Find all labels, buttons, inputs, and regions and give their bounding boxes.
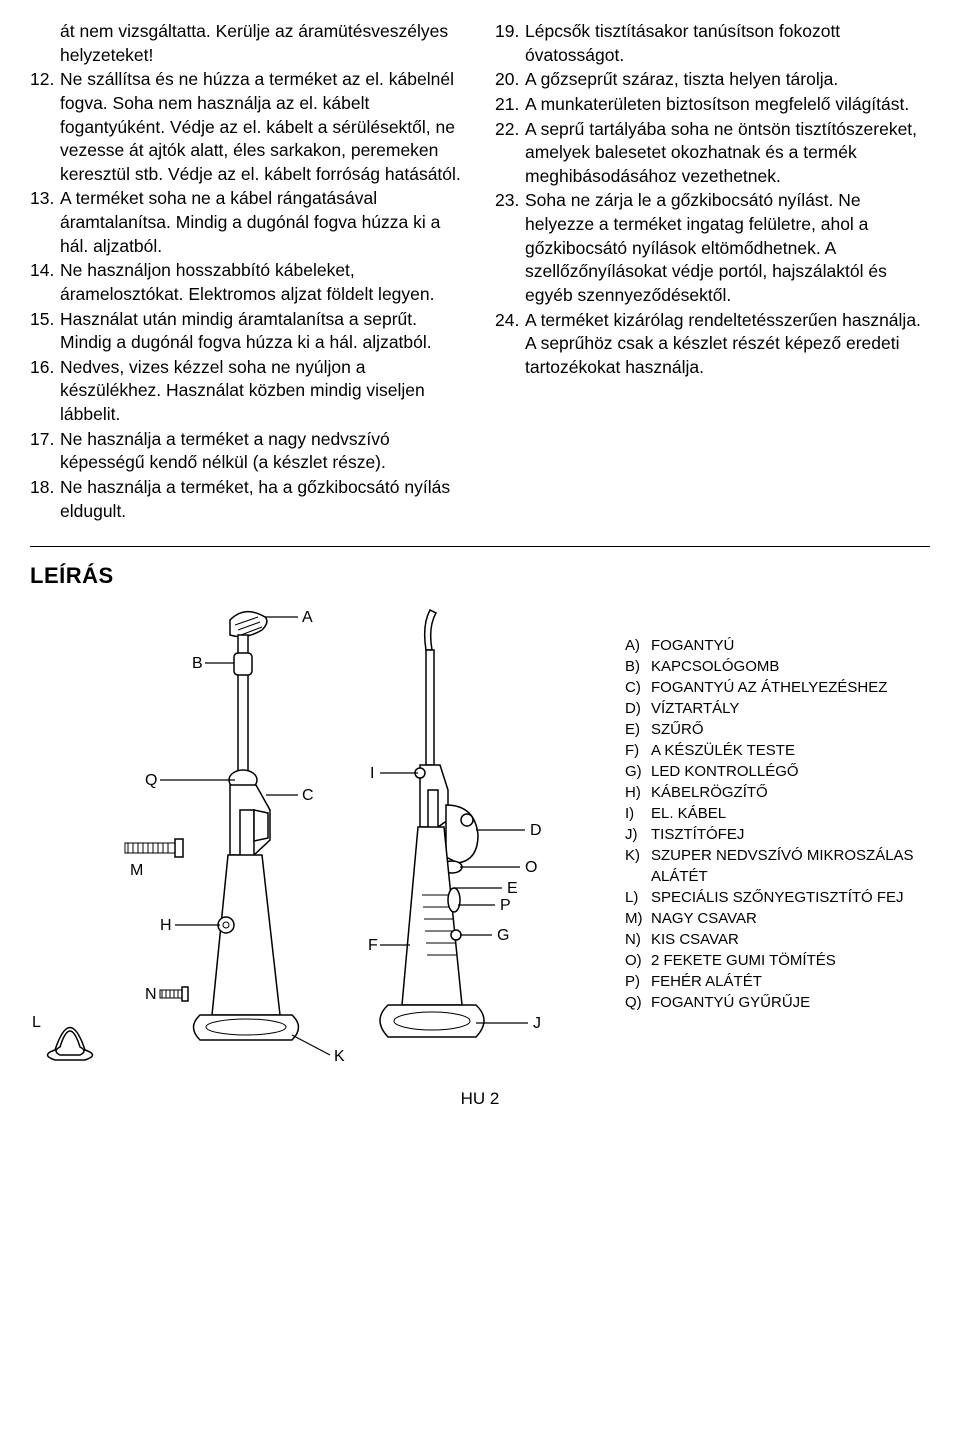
item-text: A seprű tartályába soha ne öntsön tisztí…	[525, 118, 930, 189]
callout-i: I	[370, 765, 374, 782]
item-text: Lépcsők tisztításakor tanúsítson fokozot…	[525, 20, 930, 67]
item-text: A terméket soha ne a kábel rángatásával …	[60, 187, 465, 258]
legend-letter: E)	[625, 719, 651, 740]
legend-letter: L)	[625, 887, 651, 908]
item-num: 19.	[495, 20, 525, 67]
callout-l: L	[32, 1014, 41, 1031]
callout-h: H	[160, 917, 172, 934]
legend-letter: K)	[625, 845, 651, 887]
legend-letter: F)	[625, 740, 651, 761]
callout-e: E	[507, 880, 518, 897]
legend-label: TISZTÍTÓFEJ	[651, 824, 930, 845]
legend-label: 2 FEKETE GUMI TÖMÍTÉS	[651, 950, 930, 971]
legend: A)FOGANTYÚ B)KAPCSOLÓGOMB C)FOGANTYÚ AZ …	[625, 595, 930, 1013]
orphan-text: át nem vizsgáltatta. Kerülje az áramütés…	[30, 20, 465, 67]
callout-p: P	[500, 897, 511, 914]
item-num: 15.	[30, 308, 60, 355]
legend-letter: G)	[625, 761, 651, 782]
left-list: 12.Ne szállítsa és ne húzza a terméket a…	[30, 68, 465, 523]
callout-n: N	[145, 986, 157, 1003]
legend-label: SZUPER NEDVSZÍVÓ MIKROSZÁLAS ALÁTÉT	[651, 845, 930, 887]
legend-label: LED KONTROLLÉGŐ	[651, 761, 930, 782]
callout-a: A	[302, 609, 313, 626]
legend-label: A KÉSZÜLÉK TESTE	[651, 740, 930, 761]
callout-j: J	[533, 1015, 541, 1032]
legend-label: FOGANTYÚ GYŰRŰJE	[651, 992, 930, 1013]
legend-label: FOGANTYÚ	[651, 635, 930, 656]
legend-label: SPECIÁLIS SZŐNYEGTISZTÍTÓ FEJ	[651, 887, 930, 908]
item-text: Ne használja a terméket a nagy nedvszívó…	[60, 428, 465, 475]
legend-label: VÍZTARTÁLY	[651, 698, 930, 719]
item-text: Ne használja a terméket, ha a gőzkibocsá…	[60, 476, 465, 523]
legend-letter: B)	[625, 656, 651, 677]
legend-label: KIS CSAVAR	[651, 929, 930, 950]
item-num: 22.	[495, 118, 525, 189]
legend-letter: J)	[625, 824, 651, 845]
divider	[30, 546, 930, 547]
callout-o: O	[525, 859, 537, 876]
item-num: 12.	[30, 68, 60, 186]
item-text: Ne szállítsa és ne húzza a terméket az e…	[60, 68, 465, 186]
section-title: LEÍRÁS	[30, 563, 930, 589]
item-text: A munkaterületen biztosítson megfelelő v…	[525, 93, 930, 117]
legend-letter: I)	[625, 803, 651, 824]
right-column: 19.Lépcsők tisztításakor tanúsítson foko…	[495, 20, 930, 524]
item-text: Használat után mindig áramtalanítsa a se…	[60, 308, 465, 355]
callout-m: M	[130, 862, 143, 879]
legend-letter: H)	[625, 782, 651, 803]
item-num: 18.	[30, 476, 60, 523]
legend-letter: C)	[625, 677, 651, 698]
legend-letter: P)	[625, 971, 651, 992]
legend-letter: Q)	[625, 992, 651, 1013]
legend-letter: M)	[625, 908, 651, 929]
legend-letter: A)	[625, 635, 651, 656]
item-num: 21.	[495, 93, 525, 117]
legend-label: EL. KÁBEL	[651, 803, 930, 824]
item-text: Nedves, vizes kézzel soha ne nyúljon a k…	[60, 356, 465, 427]
callout-b: B	[192, 655, 203, 672]
callout-c: C	[302, 787, 314, 804]
callout-q: Q	[145, 772, 157, 789]
item-num: 17.	[30, 428, 60, 475]
legend-label: NAGY CSAVAR	[651, 908, 930, 929]
item-text: A terméket kizárólag rendeltetésszerűen …	[525, 309, 930, 380]
item-num: 23.	[495, 189, 525, 307]
page-footer: HU 2	[30, 1089, 930, 1109]
legend-label: FEHÉR ALÁTÉT	[651, 971, 930, 992]
legend-label: KÁBELRÖGZÍTŐ	[651, 782, 930, 803]
legend-label: KAPCSOLÓGOMB	[651, 656, 930, 677]
item-num: 13.	[30, 187, 60, 258]
product-diagram: A B C Q M H N K L I D O E P G	[30, 595, 610, 1075]
left-column: át nem vizsgáltatta. Kerülje az áramütés…	[30, 20, 465, 524]
legend-label: FOGANTYÚ AZ ÁTHELYEZÉSHEZ	[651, 677, 930, 698]
legend-label: SZŰRŐ	[651, 719, 930, 740]
item-text: Ne használjon hosszabbító kábeleket, ára…	[60, 259, 465, 306]
callout-d: D	[530, 822, 542, 839]
item-num: 20.	[495, 68, 525, 92]
item-num: 14.	[30, 259, 60, 306]
item-text: Soha ne zárja le a gőzkibocsátó nyílást.…	[525, 189, 930, 307]
callout-g: G	[497, 927, 509, 944]
legend-letter: O)	[625, 950, 651, 971]
right-list: 19.Lépcsők tisztításakor tanúsítson foko…	[495, 20, 930, 379]
item-num: 16.	[30, 356, 60, 427]
legend-letter: N)	[625, 929, 651, 950]
callout-f: F	[368, 937, 378, 954]
legend-letter: D)	[625, 698, 651, 719]
item-text: A gőzseprűt száraz, tiszta helyen tárolj…	[525, 68, 930, 92]
callout-k: K	[334, 1048, 345, 1065]
item-num: 24.	[495, 309, 525, 380]
